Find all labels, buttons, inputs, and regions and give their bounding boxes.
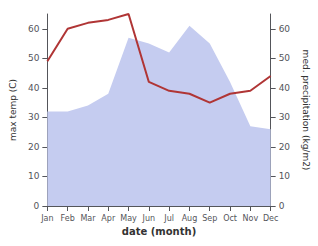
svg-text:0: 0 <box>279 201 285 211</box>
svg-text:20: 20 <box>28 142 40 152</box>
svg-text:Jun: Jun <box>142 214 156 223</box>
svg-text:Aug: Aug <box>182 214 198 223</box>
svg-text:Jul: Jul <box>163 214 174 223</box>
svg-text:Sep: Sep <box>202 214 217 223</box>
svg-text:0: 0 <box>34 201 40 211</box>
svg-text:50: 50 <box>279 53 291 63</box>
svg-text:30: 30 <box>28 112 40 122</box>
svg-text:Nov: Nov <box>243 214 259 223</box>
svg-text:10: 10 <box>279 171 291 181</box>
svg-text:50: 50 <box>28 53 40 63</box>
svg-text:Dec: Dec <box>263 214 278 223</box>
svg-text:30: 30 <box>279 112 291 122</box>
svg-text:Oct: Oct <box>223 214 237 223</box>
svg-text:med. precipitation (kg/m2): med. precipitation (kg/m2) <box>301 50 311 171</box>
svg-text:60: 60 <box>279 24 291 34</box>
svg-text:May: May <box>120 214 137 223</box>
svg-text:10: 10 <box>28 171 40 181</box>
svg-text:Apr: Apr <box>101 214 116 223</box>
svg-text:Feb: Feb <box>61 214 75 223</box>
svg-text:max temp (C): max temp (C) <box>8 79 18 141</box>
svg-text:date (month): date (month) <box>122 226 196 237</box>
svg-text:40: 40 <box>279 83 291 93</box>
svg-text:Jan: Jan <box>40 214 53 223</box>
svg-text:40: 40 <box>28 83 40 93</box>
svg-text:20: 20 <box>279 142 291 152</box>
svg-text:60: 60 <box>28 24 40 34</box>
svg-text:Mar: Mar <box>80 214 96 223</box>
